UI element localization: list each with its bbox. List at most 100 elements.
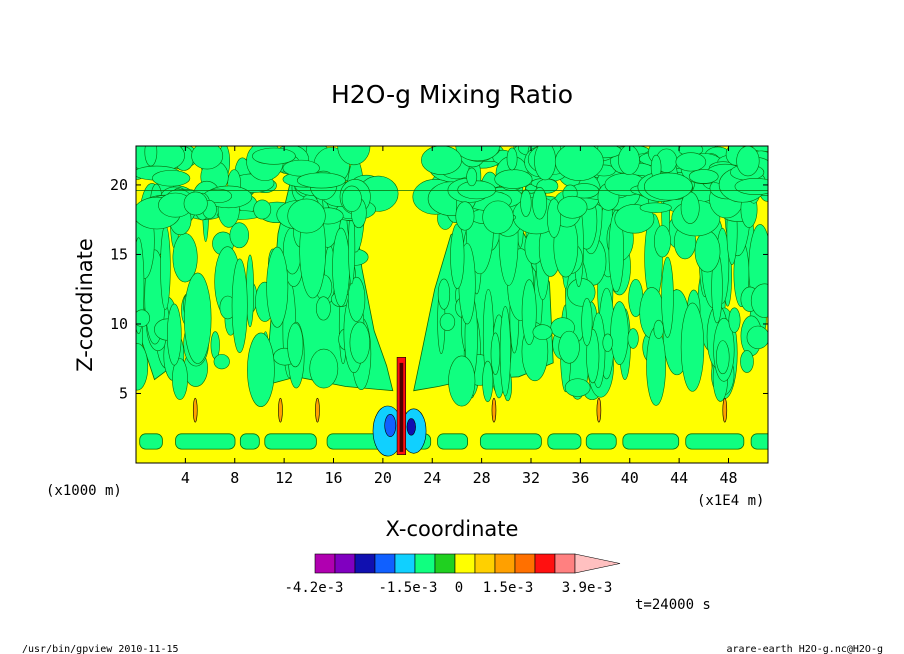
x-unit-label: (x1000 m) [46,483,122,499]
contour-streak [746,325,768,350]
contour-cluster [253,199,272,220]
contour-blob [750,433,768,450]
colorbar-swatch [314,553,336,574]
x-tick-label: 20 [374,469,392,487]
contour-cluster [287,198,326,234]
x-axis-label: X-coordinate [386,517,519,541]
contour-streak [183,272,212,364]
footer-left: /usr/bin/gpview 2010-11-15 [22,644,179,654]
contour-cluster [614,204,655,234]
contour-cluster [532,187,547,220]
contour-streak [448,355,476,407]
contour-cluster [152,170,191,187]
contour-streak [728,307,741,333]
contour-streak [646,326,666,406]
contour-streak [521,279,537,346]
contour-updraft [399,362,404,452]
contour-streak [210,331,220,360]
contour-streak [231,258,248,353]
contour-cluster [466,167,478,187]
contour-streak [661,256,674,338]
contour-streak [532,324,553,340]
contour-cluster [520,189,532,217]
colorbar-swatch [554,553,576,574]
contour-streak [349,321,371,364]
contour-streak [602,333,613,352]
contour-column [315,397,320,423]
contour-cluster [191,146,224,170]
contour-cluster [455,146,500,162]
time-label: t=24000 s [635,597,711,613]
x-tick-label: 48 [719,469,737,487]
x-tick-label: 4 [181,469,190,487]
x-axis: 4 8 12 16 20 24 28 32 36 40 44 48 [181,146,738,487]
contour-streak [450,223,465,289]
contour-blob [547,433,582,450]
colorbar-swatch [454,553,476,574]
footer-right: arare-earth_H2O-g.nc@H2O-g [726,644,883,654]
contour-streak [566,278,596,307]
contour-column [722,397,728,423]
contour-streak [166,303,182,366]
contour-blob [479,433,542,450]
colorbar-label: 3.9e-3 [562,580,613,596]
plot-frame [135,145,769,464]
contour-streak [482,360,494,403]
contour-cluster [482,200,514,234]
contour-column [491,397,497,423]
colorbar-label: 0 [455,580,463,596]
colorbar-swatch [394,553,416,574]
contour-blob [685,433,745,450]
y-axis: 5 10 15 20 [110,176,768,402]
contour-cluster [506,147,518,171]
contour-cluster [675,152,707,172]
contour-core [384,414,397,437]
contour-cluster [296,172,346,189]
contour-streak [160,224,171,310]
contour-streak [172,358,188,400]
contour-blob [264,433,317,450]
x-scale-note: (x1E4 m) [697,493,764,509]
contour-core [406,418,416,436]
contour-cluster [554,146,604,181]
x-tick-label: 36 [571,469,589,487]
colorbar-swatch [434,553,456,574]
contour-blob [139,433,163,450]
contour-streak [439,313,456,331]
contour-streak [309,348,339,389]
contour-streak [564,378,591,397]
contour-cluster [547,198,562,238]
contour-streak [437,278,451,310]
contour-cluster [252,147,296,165]
contour-blob [622,433,680,450]
contour-streak [680,302,705,392]
x-tick-label: 44 [670,469,688,487]
x-tick-label: 24 [423,469,441,487]
contour-cluster [183,191,208,216]
colorbar-arrow [574,553,621,574]
contour-cluster [457,180,496,200]
contour-streak [315,296,331,321]
contour-streak [332,227,350,307]
contour-streak [266,246,289,328]
contour-streak [229,222,249,249]
contour-cluster [688,169,719,184]
contour-streak [581,297,593,346]
contour-streak [136,309,150,327]
contour-streak [740,350,754,373]
contour-cluster [494,169,533,189]
contour-blob [585,433,617,450]
contour-column [192,397,198,423]
plot-area [136,146,768,463]
contour-streak [558,330,580,364]
y-tick-label: 15 [110,245,128,263]
y-tick-label: 10 [110,315,128,333]
colorbar-label: 1.5e-3 [483,580,534,596]
x-tick-label: 32 [522,469,540,487]
x-tick-label: 16 [324,469,342,487]
colorbar-swatch [414,553,436,574]
y-axis-label: Z-coordinate [73,238,97,372]
contour-streak [499,306,511,397]
x-tick-label: 40 [621,469,639,487]
